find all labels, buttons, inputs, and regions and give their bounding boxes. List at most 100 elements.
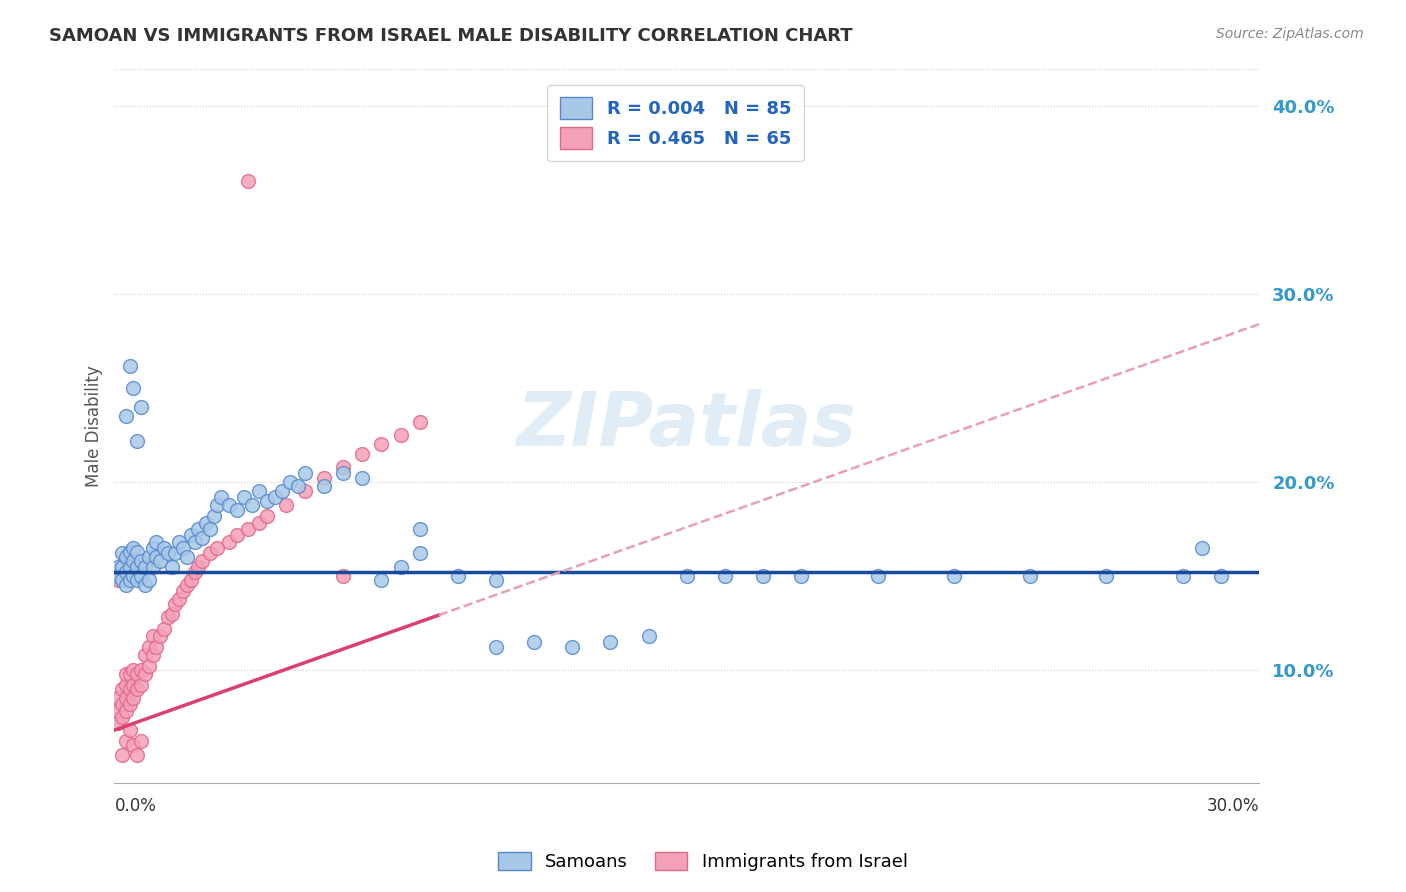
Point [599, 635, 621, 649]
Point [714, 569, 737, 583]
Point [370, 573, 392, 587]
Point [122, 663, 145, 677]
Point [134, 559, 156, 574]
Point [233, 490, 256, 504]
Point [153, 622, 176, 636]
Point [942, 569, 965, 583]
Point [287, 479, 309, 493]
Point [142, 629, 165, 643]
Point [332, 569, 354, 583]
Point [118, 697, 141, 711]
Point [187, 522, 209, 536]
Point [129, 400, 152, 414]
Point [107, 715, 129, 730]
Point [129, 678, 152, 692]
Point [118, 359, 141, 373]
Point [160, 607, 183, 621]
Point [127, 434, 149, 448]
Point [118, 666, 141, 681]
Legend: R = 0.004   N = 85, R = 0.465   N = 65: R = 0.004 N = 85, R = 0.465 N = 65 [547, 85, 804, 161]
Point [122, 691, 145, 706]
Point [115, 734, 138, 748]
Point [111, 559, 134, 574]
Point [752, 569, 775, 583]
Point [142, 648, 165, 662]
Point [314, 479, 336, 493]
Point [127, 544, 149, 558]
Point [256, 493, 278, 508]
Point [138, 640, 160, 655]
Point [169, 535, 191, 549]
Point [191, 532, 214, 546]
Point [389, 428, 412, 442]
Point [195, 516, 218, 531]
Point [278, 475, 301, 489]
Point [134, 648, 156, 662]
Point [866, 569, 889, 583]
Point [198, 522, 221, 536]
Point [122, 541, 145, 555]
Point [118, 573, 141, 587]
Point [172, 541, 194, 555]
Point [138, 659, 160, 673]
Point [637, 629, 659, 643]
Point [447, 569, 470, 583]
Point [389, 559, 412, 574]
Point [129, 734, 152, 748]
Point [129, 569, 152, 583]
Point [145, 535, 167, 549]
Point [149, 629, 172, 643]
Point [129, 554, 152, 568]
Point [1171, 569, 1194, 583]
Point [274, 498, 297, 512]
Point [207, 541, 229, 555]
Y-axis label: Male Disability: Male Disability [86, 365, 103, 486]
Point [134, 578, 156, 592]
Point [207, 498, 229, 512]
Point [127, 747, 149, 762]
Point [1191, 541, 1213, 555]
Point [294, 466, 316, 480]
Point [225, 503, 247, 517]
Point [187, 559, 209, 574]
Point [122, 738, 145, 752]
Point [675, 569, 697, 583]
Text: ZIPatlas: ZIPatlas [517, 389, 856, 462]
Point [107, 569, 129, 583]
Point [134, 666, 156, 681]
Point [271, 484, 294, 499]
Point [129, 663, 152, 677]
Point [485, 573, 508, 587]
Point [180, 573, 202, 587]
Point [236, 522, 259, 536]
Point [198, 546, 221, 560]
Point [111, 559, 134, 574]
Point [115, 678, 138, 692]
Point [145, 640, 167, 655]
Point [561, 640, 583, 655]
Point [111, 573, 134, 587]
Point [352, 471, 374, 485]
Point [111, 681, 134, 696]
Point [138, 573, 160, 587]
Point [115, 550, 138, 565]
Point [1095, 569, 1118, 583]
Point [115, 704, 138, 718]
Point [1209, 569, 1232, 583]
Point [118, 544, 141, 558]
Point [122, 569, 145, 583]
Point [127, 559, 149, 574]
Point [191, 554, 214, 568]
Point [1019, 569, 1042, 583]
Point [370, 437, 392, 451]
Point [107, 691, 129, 706]
Point [127, 681, 149, 696]
Point [332, 466, 354, 480]
Point [122, 554, 145, 568]
Point [408, 415, 430, 429]
Point [332, 460, 354, 475]
Point [122, 381, 145, 395]
Point [240, 498, 263, 512]
Point [111, 697, 134, 711]
Point [225, 527, 247, 541]
